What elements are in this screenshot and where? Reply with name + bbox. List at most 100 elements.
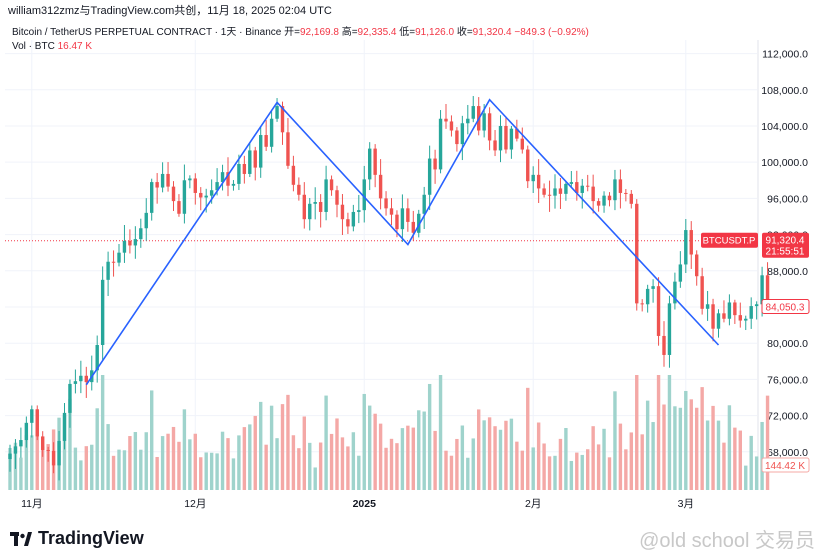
volume-bar <box>182 409 187 490</box>
candle-body <box>498 125 503 151</box>
candle-body <box>531 174 535 182</box>
candle-body <box>482 113 486 131</box>
volume-bar <box>433 430 437 490</box>
candle-body <box>73 381 78 384</box>
logo-text: TradingView <box>38 528 144 548</box>
volume-bar <box>760 421 764 490</box>
candle-body <box>128 240 132 246</box>
candle-body <box>575 182 579 193</box>
x-tick-label: 12月 <box>184 498 206 510</box>
candle-body <box>749 306 753 319</box>
candle-body <box>313 202 317 204</box>
volume-bar <box>340 437 345 490</box>
volume-bar <box>171 426 176 490</box>
candle-body <box>166 173 170 187</box>
volume-bar <box>264 444 268 490</box>
candle-body <box>542 188 546 195</box>
high-value: 92,335.4 <box>357 27 397 38</box>
candle-body <box>444 118 448 122</box>
volume-bar <box>275 438 279 490</box>
candle-body <box>493 140 497 151</box>
volume-bar <box>68 398 72 490</box>
volume-bar <box>727 405 732 490</box>
vol-value: 16.47 K <box>57 41 93 52</box>
candle-body <box>629 193 633 204</box>
candle-body <box>716 313 721 329</box>
volume-bar <box>449 455 454 490</box>
tradingview-logo: TradingView <box>10 528 144 549</box>
volume-bar <box>357 455 361 490</box>
volume-bar <box>209 452 214 490</box>
candle-body <box>744 318 748 321</box>
volume-bar <box>79 460 83 490</box>
volume-bar <box>618 423 623 490</box>
volume-bar <box>705 420 710 490</box>
candle-body <box>242 163 247 174</box>
volume-bar <box>591 426 595 490</box>
volume-bar <box>318 442 323 490</box>
volume-bar <box>46 444 50 490</box>
candle-body <box>754 304 759 307</box>
volume-bar <box>406 425 410 490</box>
volume-bar <box>199 457 203 490</box>
volume-bar <box>395 443 399 490</box>
close-label: 收= <box>456 27 473 38</box>
candle-body <box>117 252 121 263</box>
volume-bar <box>226 438 230 490</box>
volume-bar <box>351 432 356 490</box>
candle-body <box>455 130 459 145</box>
candle-body <box>340 204 345 220</box>
volume-bar <box>253 415 257 490</box>
candle-body <box>645 288 650 305</box>
candle-body <box>231 183 236 186</box>
x-tick-label: 11月 <box>21 498 42 510</box>
candle-body <box>346 219 350 227</box>
candle-body <box>324 179 328 212</box>
candle-body <box>150 182 154 213</box>
volume-bar <box>444 450 448 490</box>
candle-body <box>335 190 339 205</box>
volume-bar <box>133 432 138 490</box>
volume-bar <box>754 456 759 490</box>
candle-body <box>8 453 12 460</box>
candle-body <box>215 182 219 191</box>
candle-body <box>144 212 148 229</box>
candle-body <box>384 198 388 209</box>
volume-bar <box>122 450 127 490</box>
volume-bar <box>689 399 693 490</box>
candle-body <box>760 275 764 305</box>
volume-bar <box>596 444 601 490</box>
candle-body <box>357 210 361 212</box>
price-chart[interactable]: 112,000.0 108,000.0 104,000.0 100,000.0 96,0… <box>0 0 829 520</box>
x-tick-label: 2月 <box>525 498 541 510</box>
y-tick-label: 68,000.0 <box>767 447 808 459</box>
open-label: 开= <box>284 27 300 38</box>
volume-bar <box>662 404 666 490</box>
volume-bar <box>656 375 661 490</box>
candle-body <box>504 125 508 150</box>
price-tag-value: 91,320.4 <box>766 236 805 247</box>
snapshot-text: william312zmz与TradingView.com共创，11月 18, … <box>8 5 332 17</box>
volume-bar <box>586 449 590 490</box>
price-marker-value: 84,050.3 <box>766 303 805 314</box>
candle-body <box>79 375 83 382</box>
volume-bar <box>471 438 475 490</box>
candle-body <box>722 313 726 319</box>
volume-bar <box>498 429 503 490</box>
candle-body <box>509 128 514 150</box>
volume-bar <box>248 424 252 490</box>
volume-bar <box>389 438 394 490</box>
candle-body <box>95 345 99 371</box>
candle-body <box>204 195 208 198</box>
candle-body <box>433 158 437 170</box>
candle-body <box>515 128 519 139</box>
candle-body <box>41 436 45 450</box>
symbol-row: Bitcoin / TetherUS PERPETUAL CONTRACT · … <box>12 26 589 40</box>
candle-body <box>705 304 710 309</box>
volume-bar <box>602 428 606 490</box>
volume-bar <box>150 390 154 490</box>
candle-body <box>553 188 557 196</box>
y-tick-label: 108,000.0 <box>761 85 808 97</box>
volume-bar <box>286 394 290 490</box>
volume-bar <box>667 375 672 490</box>
